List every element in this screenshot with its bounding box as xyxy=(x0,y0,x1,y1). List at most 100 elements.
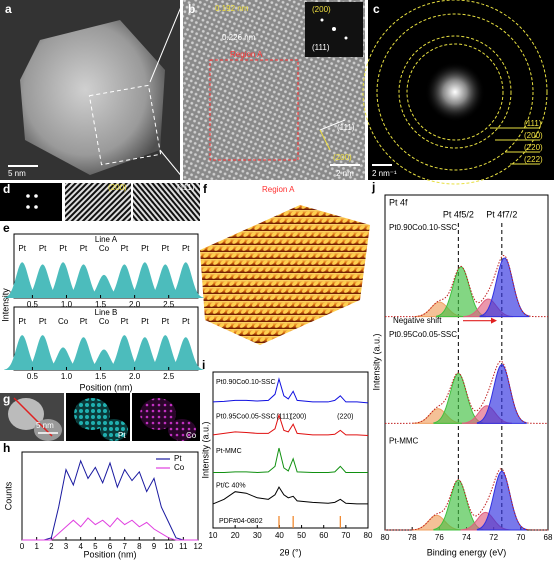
ring-index: (200) xyxy=(524,131,543,140)
ring-leaders xyxy=(490,127,540,165)
profile-line xyxy=(22,517,198,541)
fft-mask xyxy=(0,183,62,221)
fft-spot xyxy=(34,194,38,198)
panel-label: i xyxy=(202,358,205,372)
x-tick-label: 6 xyxy=(108,542,113,551)
fft-index: (111) xyxy=(312,43,330,52)
atom-label: Pt xyxy=(182,244,190,253)
zoom-line xyxy=(149,1,184,83)
co-particle xyxy=(140,398,176,430)
x-tick-label: 80 xyxy=(381,533,390,542)
fit-envelope xyxy=(385,468,548,531)
x-tick-label: 68 xyxy=(544,533,553,542)
peak-name: Pt 4f7/2 xyxy=(486,209,517,219)
intensity-peak xyxy=(24,264,61,298)
plane-label: (111) xyxy=(177,183,195,192)
intensity-peak xyxy=(147,264,184,298)
fit-envelope xyxy=(385,360,548,424)
x-tick-label: 60 xyxy=(319,531,328,540)
direction-arrow xyxy=(319,129,331,151)
atom-label: Pt xyxy=(162,317,170,326)
fft-spot xyxy=(320,18,324,22)
atom-label: Pt xyxy=(182,317,190,326)
particle xyxy=(20,20,165,175)
x-tick-label: 80 xyxy=(364,531,373,540)
atom-label: Pt xyxy=(121,244,129,253)
intensity-peak xyxy=(45,262,82,298)
scale-label: 2 nm⁻¹ xyxy=(372,169,397,178)
legend-label: Co xyxy=(174,463,185,472)
atom-label: Co xyxy=(58,317,69,326)
x-tick-label: 10 xyxy=(164,542,173,551)
panel-title: Pt 4f xyxy=(389,197,408,207)
series-label: Pt0.90Co0.10-SSC xyxy=(216,379,276,386)
peak-label: (111) xyxy=(276,413,291,420)
panel-label: c xyxy=(373,2,380,16)
x-tick-label: 1.5 xyxy=(95,372,107,381)
atom-label: Pt xyxy=(59,244,67,253)
xrd-pattern xyxy=(212,486,368,505)
intensity-peak xyxy=(4,262,41,298)
fft-spot xyxy=(34,205,38,209)
atom-label: Pt xyxy=(18,244,26,253)
y-axis-label: Intensity (a.u.) xyxy=(200,421,210,478)
atom-label: Pt xyxy=(80,317,88,326)
direction-label: (111) xyxy=(337,123,355,132)
intensity-peak xyxy=(85,274,122,298)
intensity-peak xyxy=(167,262,204,298)
panel-g: g 5 nm Pt Co xyxy=(0,392,200,441)
atom-label: Pt xyxy=(141,244,149,253)
shift-arrow-head xyxy=(491,317,497,324)
atom-label: Pt xyxy=(80,244,88,253)
intensity-peak xyxy=(106,264,143,298)
y-axis-label: Intensity xyxy=(0,288,10,322)
x-tick-label: 74 xyxy=(462,533,471,542)
x-axis-label: 2θ (°) xyxy=(279,547,301,557)
x-tick-label: 2.0 xyxy=(129,372,141,381)
y-axis-label: Intensity (a.u.) xyxy=(371,333,381,390)
x-tick-label: 0.5 xyxy=(27,372,39,381)
x-tick-label: 78 xyxy=(408,533,417,542)
scale-label: 2 nm xyxy=(336,169,354,178)
panel-label: g xyxy=(3,392,10,406)
ring-index: (220) xyxy=(524,143,543,152)
fft-index: (200) xyxy=(312,5,331,14)
series-label: Pt/C 40% xyxy=(216,482,246,489)
ring-index: (111) xyxy=(524,119,542,128)
panel-label: f xyxy=(203,182,208,196)
pt-particle xyxy=(100,419,128,441)
x-tick-label: 4 xyxy=(78,542,83,551)
x-axis-label: Binding energy (eV) xyxy=(427,547,507,557)
sample-label: Pt0.90Co0.10-SSC xyxy=(389,223,457,232)
region-label: Region A xyxy=(262,185,295,194)
x-axis-label: Position (nm) xyxy=(83,549,136,559)
panel-c: c (111) (200) (220) (222) 2 nm⁻¹ xyxy=(362,0,554,185)
annotation: Negative shift xyxy=(393,316,442,325)
panel-label: j xyxy=(371,180,375,194)
fft-spot xyxy=(344,36,348,40)
intensity-peak xyxy=(126,262,163,298)
plane-label: (200) xyxy=(108,183,127,192)
x-tick-label: 2 xyxy=(49,542,54,551)
ring-index: (222) xyxy=(524,155,543,164)
ring xyxy=(398,35,512,149)
region-box xyxy=(209,59,299,161)
x-tick-label: 30 xyxy=(253,531,262,540)
diffraction-rings xyxy=(362,0,548,185)
x-tick-label: 70 xyxy=(516,533,525,542)
sample-label: Pt0.95Co0.05-SSC xyxy=(389,330,457,339)
sample-label: Pt-MMC xyxy=(389,436,419,445)
co-particle xyxy=(168,419,196,441)
zoom-box xyxy=(88,84,162,166)
region-label: Region A xyxy=(230,50,263,59)
scale-label: 5 nm xyxy=(8,169,26,178)
peak-label: (220) xyxy=(337,413,353,420)
x-tick-label: 20 xyxy=(231,531,240,540)
peak-label: (200) xyxy=(290,413,306,420)
direction-arrow xyxy=(319,119,346,131)
peak-name: Pt 4f5/2 xyxy=(443,209,474,219)
reference-label: PDF#04-0802 xyxy=(219,518,263,525)
series-label: Pt-MMC xyxy=(216,448,242,455)
map-label: Co xyxy=(186,431,197,440)
